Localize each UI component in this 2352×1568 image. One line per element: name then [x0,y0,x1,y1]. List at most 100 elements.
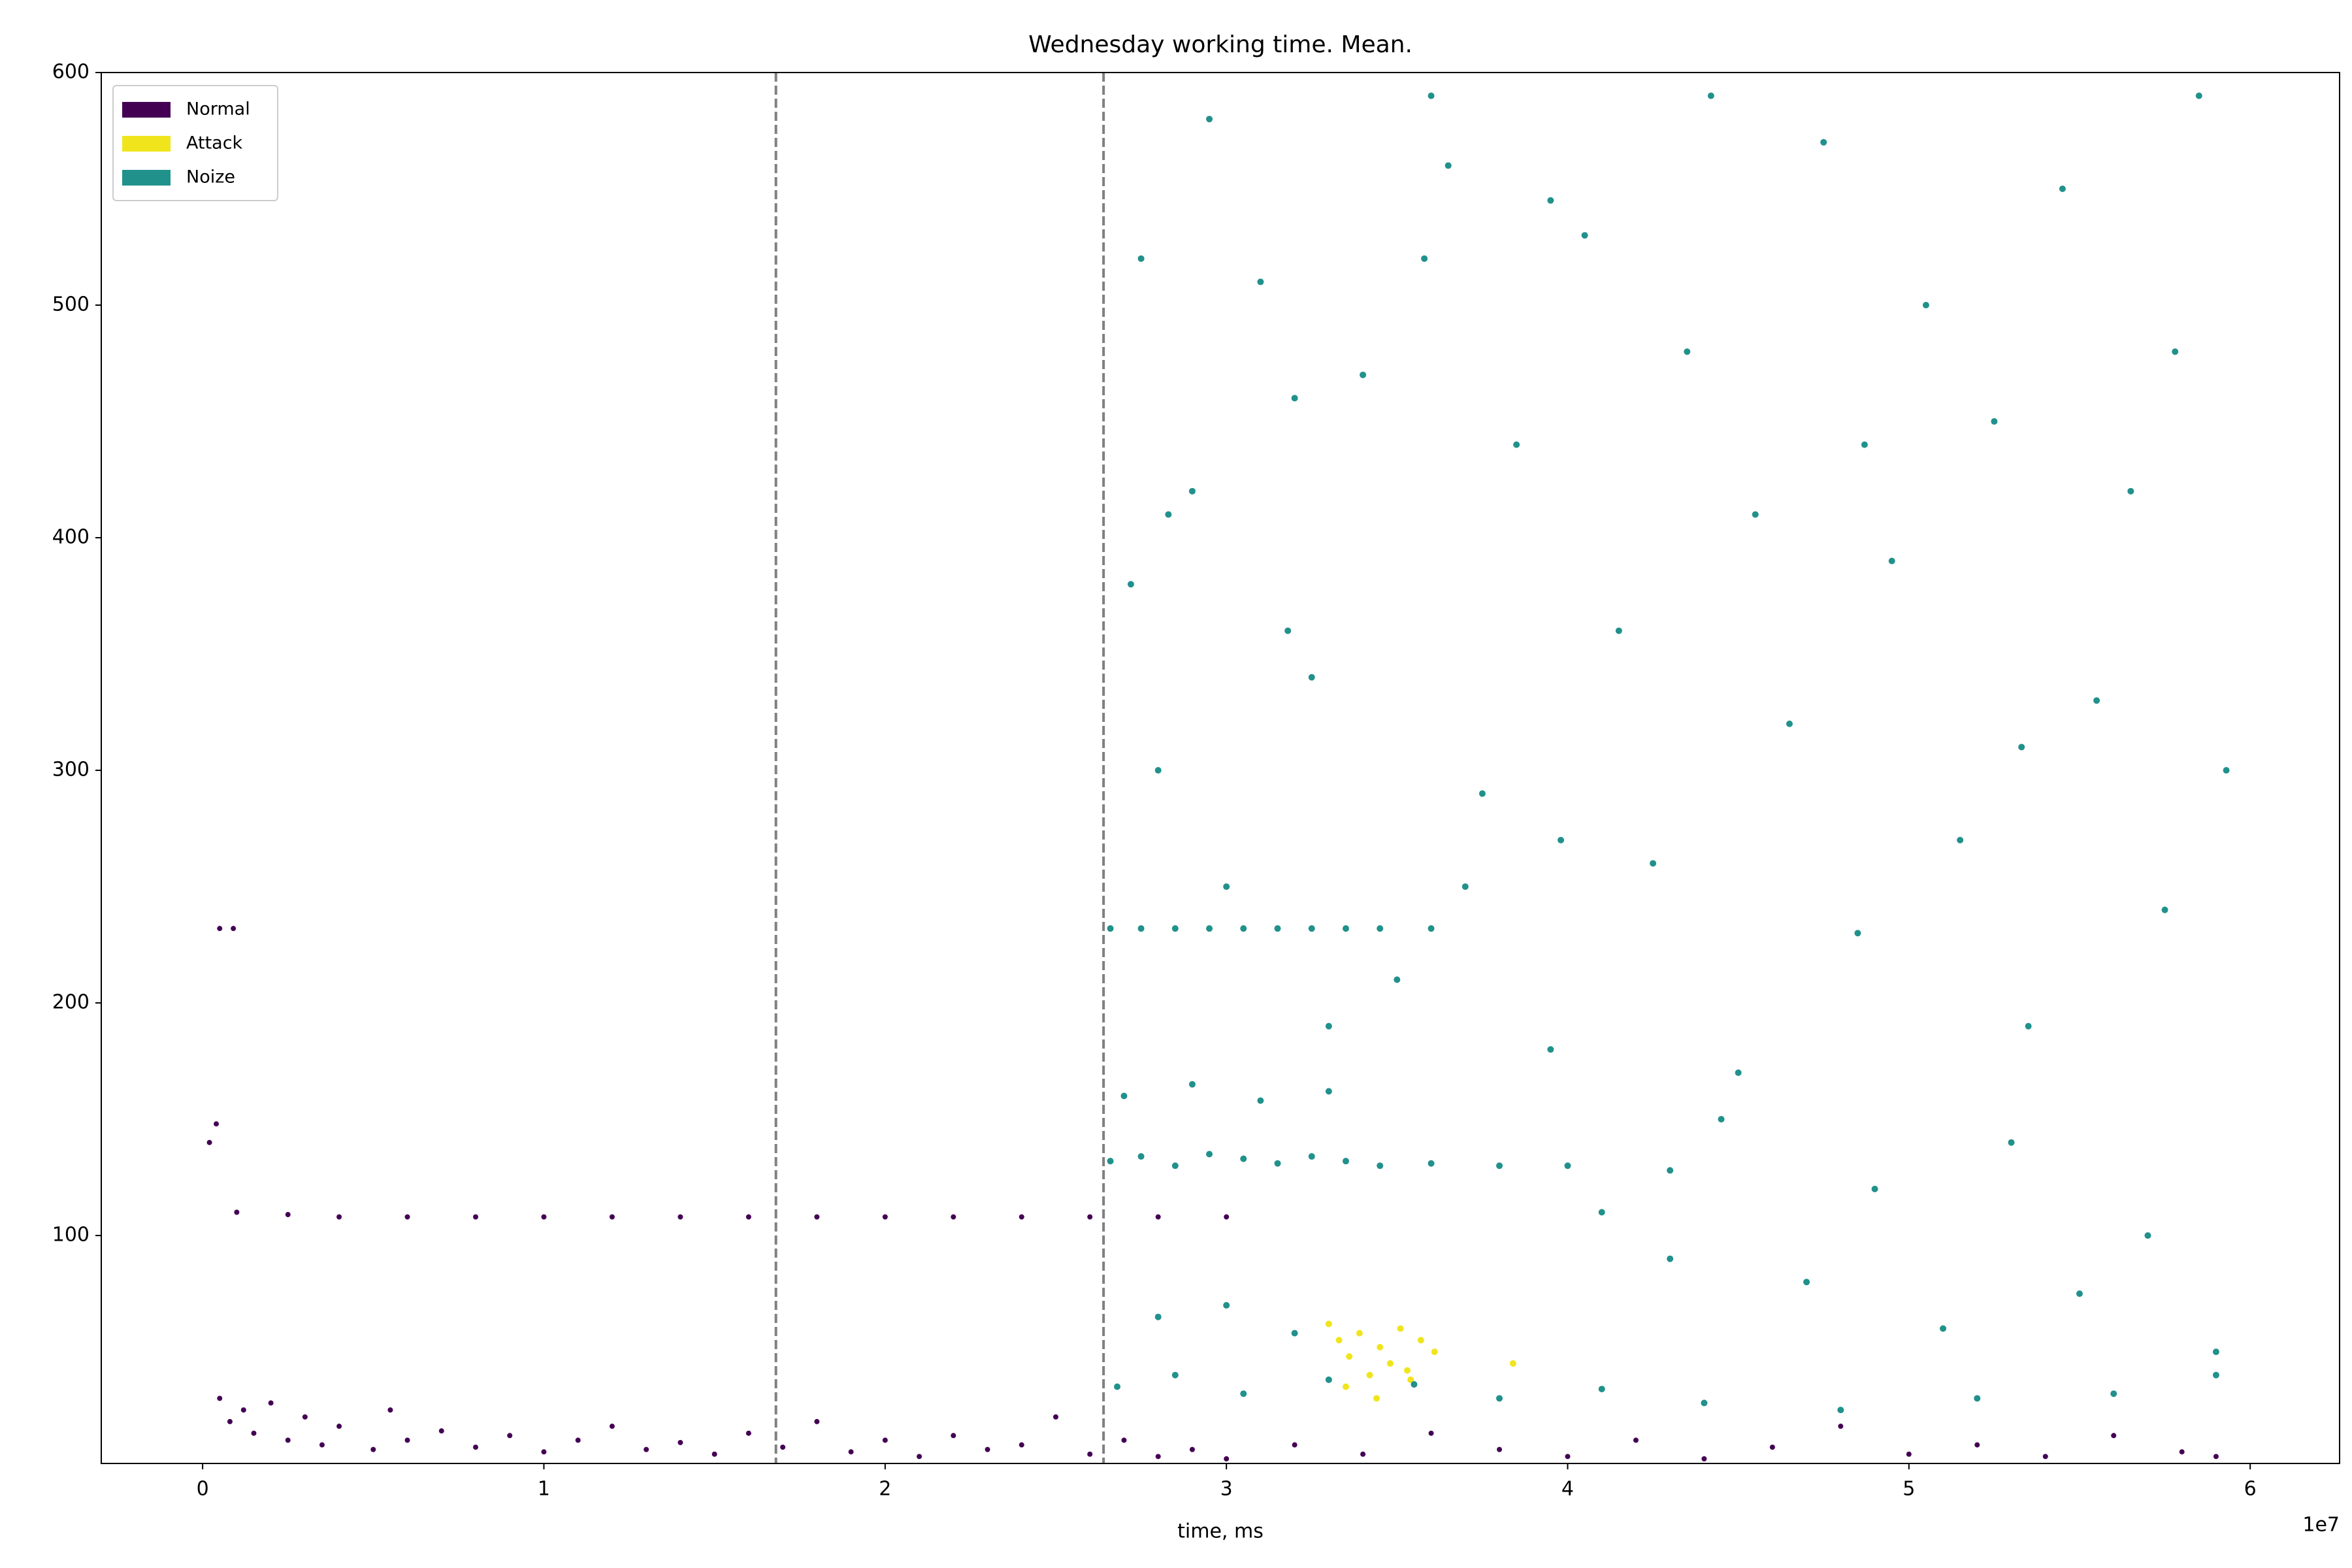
scatter-point [1403,1367,1411,1374]
scatter-point [404,1437,410,1443]
scatter-point [370,1446,376,1452]
scatter-point [1957,836,1964,843]
scatter-point [2025,1022,2032,1030]
scatter-point [1871,1185,1878,1192]
scatter-point [1547,1046,1554,1053]
scatter-point [1137,1153,1145,1160]
x-offset-label: 1e7 [2302,1514,2340,1537]
scatter-point [404,1214,410,1220]
scatter-point [336,1214,342,1220]
scatter-point [1837,1407,1844,1414]
scatter-point [711,1451,717,1457]
axes-frame [101,72,2340,1464]
scatter-point [1053,1414,1058,1420]
scatter-point [1633,1437,1639,1443]
scatter-point [1019,1442,1024,1448]
scatter-point [1803,1279,1810,1286]
scatter-point [1224,1456,1230,1462]
scatter-point [2110,1390,2117,1397]
scatter-point [1325,1022,1332,1030]
scatter-point [951,1433,956,1439]
scatter-point [1991,418,1998,425]
y-tick-label: 600 [52,61,90,84]
scatter-point [985,1446,990,1452]
legend-swatch [122,170,171,186]
scatter-point [473,1445,479,1450]
scatter-point [1377,1343,1384,1350]
scatter-point [1366,1371,1373,1379]
scatter-point [1171,1162,1179,1169]
scatter-point [1325,1376,1332,1383]
scatter-point [1906,1451,1912,1457]
scatter-point [336,1424,342,1429]
scatter-point [1360,371,1367,378]
scatter-point [319,1442,325,1448]
scatter-point [1113,1383,1120,1390]
scatter-point [541,1449,547,1455]
scatter-point [2127,487,2134,495]
scatter-point [1274,1160,1281,1167]
legend-label: Normal [186,99,250,120]
scatter-point [1786,720,1793,727]
scatter-point [2093,697,2100,704]
scatter-point [1360,1451,1366,1457]
scatter-point [1087,1451,1093,1457]
scatter-point [1291,395,1298,402]
scatter-point [1107,1158,1114,1165]
scatter-point [1019,1214,1024,1220]
y-tick-label: 400 [52,526,90,549]
scatter-point [678,1439,683,1445]
scatter-point [814,1418,820,1424]
scatter-point [387,1407,393,1413]
scatter-point [1431,1348,1438,1356]
scatter-point [1335,1337,1343,1344]
x-tick-label: 2 [879,1478,891,1501]
scatter-point [1373,1395,1380,1402]
scatter-point [231,926,237,932]
scatter-point [1137,255,1145,262]
scatter-point [1155,1454,1161,1460]
legend-swatch [122,136,171,152]
scatter-point [1445,162,1452,169]
scatter-point [1240,925,1247,932]
scatter-point [1154,767,1162,774]
scatter-point [234,1209,240,1215]
y-tick-label: 100 [52,1224,90,1247]
scatter-point [1428,1430,1434,1436]
scatter-point [1325,1320,1332,1328]
scatter-point [1188,1081,1196,1088]
y-tick-label: 300 [52,759,90,781]
scatter-point [1257,1097,1264,1104]
scatter-point [1407,1376,1414,1383]
scatter-point [1564,1162,1571,1169]
scatter-point [1565,1454,1571,1460]
scatter-point [1386,1360,1394,1367]
scatter-point [1496,1395,1503,1402]
scatter-point [1854,930,1861,937]
scatter-point [1087,1214,1093,1220]
scatter-point [1224,1214,1230,1220]
scatter-point [2059,186,2066,193]
scatter-point [1397,1325,1404,1332]
scatter-point [1421,255,1428,262]
scatter-point [206,1139,212,1145]
scatter-point [1346,1353,1353,1360]
scatter-point [227,1418,233,1424]
scatter-point [1752,511,1759,518]
chart-title: Wednesday working time. Mean. [1028,31,1413,58]
x-tick-label: 1 [538,1478,550,1501]
scatter-point [1377,925,1384,932]
scatter-point [1581,232,1588,239]
scatter-point [1107,925,1114,932]
scatter-point [1257,278,1264,286]
scatter-point [438,1428,444,1434]
scatter-point [1284,627,1292,634]
scatter-point [1513,441,1520,448]
x-axis-label: time, ms [1177,1520,1264,1543]
scatter-point [1356,1330,1363,1337]
scatter-point [780,1445,786,1450]
legend-swatch [122,102,171,118]
scatter-point [2042,1454,2048,1460]
scatter-point [2212,1348,2219,1356]
